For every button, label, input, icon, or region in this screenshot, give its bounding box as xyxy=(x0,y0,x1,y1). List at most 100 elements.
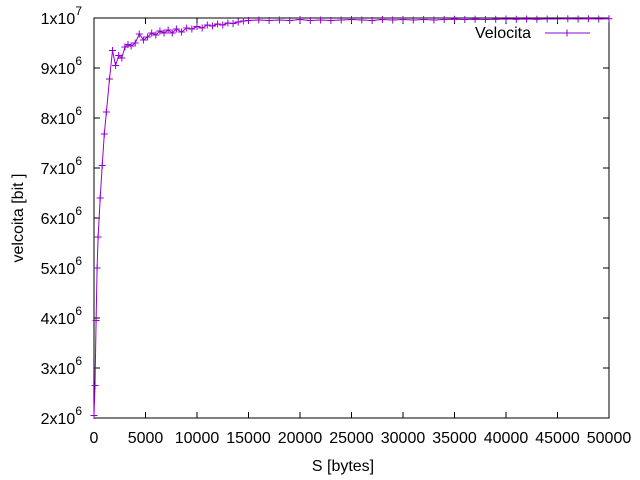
data-point-marker xyxy=(502,15,510,23)
data-point-marker xyxy=(533,15,541,23)
data-point-marker xyxy=(234,18,242,26)
data-point-marker xyxy=(275,16,283,24)
x-tick-label: 0 xyxy=(90,430,99,447)
y-tick-label: 5x106 xyxy=(41,254,83,278)
y-tick-exponent: 6 xyxy=(75,104,82,118)
x-tick-label: 15000 xyxy=(226,430,271,447)
data-point-marker xyxy=(399,16,407,23)
data-point-marker xyxy=(156,27,164,35)
data-point-marker xyxy=(368,17,376,24)
x-tick-label: 20000 xyxy=(278,430,323,447)
data-point-marker xyxy=(124,41,132,48)
legend-swatch-marker xyxy=(563,29,571,37)
y-tick-mantissa: 7x10 xyxy=(41,161,76,178)
y-tick-exponent: 6 xyxy=(75,304,82,318)
x-tick-label: 30000 xyxy=(381,430,426,447)
data-point-marker xyxy=(112,62,120,69)
legend: Velocita xyxy=(475,25,590,42)
x-tick-label: 45000 xyxy=(535,430,580,447)
x-axis-label: S [bytes] xyxy=(312,458,374,475)
data-point-marker xyxy=(164,26,172,34)
data-point-marker xyxy=(306,17,314,24)
data-point-marker xyxy=(378,16,386,23)
data-point-marker xyxy=(605,15,613,23)
data-point-marker xyxy=(219,21,227,29)
series-line xyxy=(93,18,610,416)
y-tick-mantissa: 6x10 xyxy=(41,211,76,228)
y-axis-label: velcoita [bit ] xyxy=(10,174,27,263)
y-tick-exponent: 6 xyxy=(75,404,82,418)
data-point-marker xyxy=(203,21,211,29)
data-point-marker xyxy=(193,23,201,30)
data-point-marker xyxy=(178,28,186,36)
data-point-marker xyxy=(198,24,206,32)
x-tick-label: 50000 xyxy=(587,430,632,447)
data-point-marker xyxy=(595,15,603,23)
y-tick-mantissa: 3x10 xyxy=(41,361,76,378)
data-point-marker xyxy=(188,25,196,33)
y-tick-mantissa: 4x10 xyxy=(41,311,76,328)
legend-label: Velocita xyxy=(475,25,531,42)
data-point-marker xyxy=(96,194,104,202)
y-tick-exponent: 6 xyxy=(75,204,82,218)
data-point-marker xyxy=(105,75,113,83)
data-point-marker xyxy=(389,16,397,24)
data-point-marker xyxy=(152,31,160,39)
data-point-marker xyxy=(131,39,139,47)
data-point-marker xyxy=(337,16,345,24)
data-point-marker xyxy=(168,29,176,37)
data-point-marker xyxy=(584,15,592,23)
data-point-marker xyxy=(127,42,135,50)
data-point-marker xyxy=(430,16,438,24)
data-point-marker xyxy=(348,16,355,23)
data-point-marker xyxy=(148,29,156,37)
data-point-marker xyxy=(512,15,520,23)
data-point-marker xyxy=(265,17,273,24)
data-point-marker xyxy=(93,264,101,272)
y-tick-exponent: 7 xyxy=(75,4,82,18)
data-point-marker xyxy=(296,16,304,23)
data-point-marker xyxy=(139,36,147,44)
data-point-marker xyxy=(118,54,126,62)
data-point-marker xyxy=(229,20,237,27)
y-tick-label: 6x106 xyxy=(41,204,83,228)
x-tick-label: 10000 xyxy=(175,430,220,447)
data-point-marker xyxy=(461,16,469,23)
y-tick-exponent: 6 xyxy=(75,154,82,168)
data-point-marker xyxy=(94,233,102,241)
x-tick-label: 5000 xyxy=(128,430,164,447)
data-point-marker xyxy=(135,30,143,38)
series-layer xyxy=(90,15,613,419)
data-point-marker xyxy=(523,15,531,23)
data-point-marker xyxy=(327,17,335,24)
data-point-marker xyxy=(492,15,500,23)
plot-frame xyxy=(93,17,610,419)
data-point-marker xyxy=(317,16,325,24)
x-tick-label: 25000 xyxy=(329,430,374,447)
y-tick-exponent: 6 xyxy=(75,254,82,268)
data-point-marker xyxy=(109,47,117,54)
data-point-marker xyxy=(160,29,168,37)
data-point-marker xyxy=(451,15,458,23)
y-tick-label: 2x106 xyxy=(41,404,83,428)
x-tick-label: 40000 xyxy=(484,430,529,447)
data-point-marker xyxy=(92,317,100,324)
data-point-marker xyxy=(543,15,551,23)
data-point-marker xyxy=(440,16,448,23)
data-point-marker xyxy=(208,22,216,30)
data-point-marker xyxy=(90,412,98,419)
x-tick-label: 35000 xyxy=(432,430,477,447)
data-point-marker xyxy=(286,17,294,24)
data-point-marker xyxy=(409,16,417,24)
y-axis-ticks: 2x1063x1064x1065x1066x1067x1068x1069x106… xyxy=(41,4,609,428)
y-tick-label: 4x106 xyxy=(41,304,83,328)
data-point-marker xyxy=(481,16,489,23)
data-point-marker xyxy=(471,15,479,23)
y-tick-mantissa: 8x10 xyxy=(41,111,76,128)
legend-marker-plus xyxy=(563,29,571,37)
y-tick-label: 7x106 xyxy=(41,154,83,178)
data-point-marker xyxy=(554,15,561,23)
data-point-marker xyxy=(564,15,572,23)
y-tick-mantissa: 2x10 xyxy=(41,411,76,428)
